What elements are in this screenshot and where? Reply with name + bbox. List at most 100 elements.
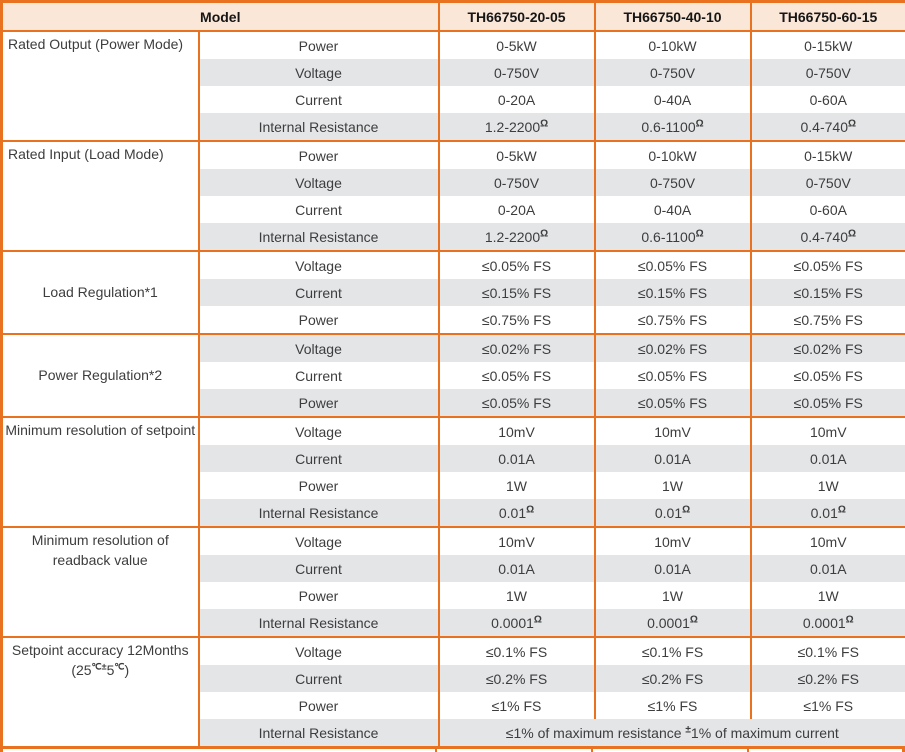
model-name-cell: TH66750-60-15 — [751, 2, 905, 32]
value-cell: ≤0.15% FS — [595, 279, 751, 306]
value-cell: 0-20A — [439, 196, 595, 223]
value-cell: 0.01A — [595, 445, 751, 472]
value-cell: ≤0.75% FS — [439, 306, 595, 334]
value-cell: 1W — [751, 472, 905, 499]
value-cell-ohm: 0.01Ω — [595, 499, 751, 527]
group-label-setpoint-accuracy: Setpoint accuracy 12Months (25℃±5℃) — [2, 637, 199, 748]
param-label: Voltage — [199, 59, 439, 86]
value-cell: 0-40A — [595, 196, 751, 223]
value-cell: 0-750V — [439, 169, 595, 196]
value-cell: 0-20A — [439, 86, 595, 113]
value-cell: ≤0.02% FS — [595, 334, 751, 362]
resistance-value: 0.01 — [655, 505, 682, 521]
value-cell: ≤0.2% FS — [595, 665, 751, 692]
value-cell: ≤0.1% FS — [439, 637, 595, 665]
model-name-cell: TH66750-40-10 — [595, 2, 751, 32]
param-label: Power — [199, 31, 439, 59]
ohm-superscript: Ω — [540, 118, 548, 129]
param-label: Current — [199, 555, 439, 582]
value-cell: 10mV — [595, 417, 751, 445]
accuracy-text: 1% of maximum current — [691, 725, 839, 741]
param-label: Internal Resistance — [199, 499, 439, 527]
ohm-superscript: Ω — [540, 228, 548, 239]
spec-row: Power Regulation*2 Voltage ≤0.02% FS ≤0.… — [2, 334, 905, 362]
value-cell: ≤1% FS — [595, 692, 751, 719]
ohm-superscript: Ω — [696, 228, 704, 239]
value-cell: 1W — [595, 472, 751, 499]
value-cell: ≤0.15% FS — [751, 279, 905, 306]
group-label-min-resolution-setpoint: Minimum resolution of setpoint — [2, 417, 199, 527]
ohm-superscript: Ω — [690, 614, 698, 625]
spec-row: Load Regulation*1 Voltage ≤0.05% FS ≤0.0… — [2, 251, 905, 279]
param-label: Voltage — [199, 334, 439, 362]
ohm-superscript: Ω — [838, 504, 846, 515]
resistance-value: 0.0001 — [647, 615, 690, 631]
value-cell: 0-60A — [751, 86, 905, 113]
resistance-value: 1.2-2200 — [485, 229, 540, 245]
celsius-superscript: ℃± — [92, 662, 107, 672]
value-cell: 0-750V — [595, 169, 751, 196]
value-cell-ohm: 0.4-740Ω — [751, 223, 905, 251]
value-cell: ≤0.02% FS — [751, 334, 905, 362]
group-label-min-resolution-readback: Minimum resolution of readback value — [2, 527, 199, 637]
value-cell-ohm: 0.6-1100Ω — [595, 223, 751, 251]
value-cell: ≤0.05% FS — [751, 389, 905, 417]
value-cell: 0-60A — [751, 196, 905, 223]
value-cell: ≤0.1% FS — [751, 637, 905, 665]
value-cell: 0-10kW — [595, 141, 751, 169]
value-cell-ohm: 0.6-1100Ω — [595, 113, 751, 141]
spec-row: Rated Output (Power Mode) Power 0-5kW 0-… — [2, 31, 905, 59]
value-cell: ≤0.05% FS — [751, 362, 905, 389]
value-cell-ohm: 0.0001Ω — [751, 609, 905, 637]
value-cell: 10mV — [439, 527, 595, 555]
value-cell: 10mV — [751, 527, 905, 555]
resistance-value: 0.4-740 — [801, 119, 848, 135]
resistance-value: 0.01 — [499, 505, 526, 521]
header-row: Model TH66750-20-05 TH66750-40-10 TH6675… — [2, 2, 905, 32]
param-label: Power — [199, 389, 439, 417]
param-label: Current — [199, 362, 439, 389]
param-label: Voltage — [199, 527, 439, 555]
value-cell: 0.01A — [751, 445, 905, 472]
value-cell: 0-40A — [595, 86, 751, 113]
value-cell-ohm: 1.2-2200Ω — [439, 223, 595, 251]
ohm-superscript: Ω — [534, 614, 542, 625]
value-cell: 0.01A — [439, 555, 595, 582]
param-label: Power — [199, 472, 439, 499]
value-cell: 0.01A — [439, 445, 595, 472]
param-label: Power — [199, 306, 439, 334]
param-label: Current — [199, 279, 439, 306]
resistance-value: 0.6-1100 — [641, 229, 695, 245]
label-text: ) — [125, 662, 130, 678]
param-label: Current — [199, 665, 439, 692]
value-cell: ≤0.05% FS — [595, 251, 751, 279]
value-cell-ohm: 0.4-740Ω — [751, 113, 905, 141]
resistance-value: 0.4-740 — [801, 229, 848, 245]
group-label-line2: (25℃±5℃) — [5, 660, 196, 680]
value-cell: ≤0.05% FS — [595, 389, 751, 417]
value-cell: 0-5kW — [439, 31, 595, 59]
ohm-superscript: Ω — [696, 118, 704, 129]
value-cell: 1W — [595, 582, 751, 609]
value-cell: 0-750V — [439, 59, 595, 86]
ohm-superscript: Ω — [846, 614, 854, 625]
value-cell-ohm: 1.2-2200Ω — [439, 113, 595, 141]
value-cell: 10mV — [595, 527, 751, 555]
param-label: Power — [199, 582, 439, 609]
spec-row: Rated Input (Load Mode) Power 0-5kW 0-10… — [2, 141, 905, 169]
value-cell: 0-10kW — [595, 31, 751, 59]
value-cell: 0-5kW — [439, 141, 595, 169]
value-cell: ≤0.1% FS — [595, 637, 751, 665]
param-label: Current — [199, 445, 439, 472]
value-cell: ≤1% FS — [751, 692, 905, 719]
ohm-superscript: Ω — [682, 504, 690, 515]
value-cell: ≤1% FS — [439, 692, 595, 719]
value-cell: ≤0.02% FS — [439, 334, 595, 362]
value-cell: ≤0.2% FS — [439, 665, 595, 692]
value-cell-ohm: 0.01Ω — [439, 499, 595, 527]
value-cell-ohm: 0.0001Ω — [439, 609, 595, 637]
group-label-power-regulation: Power Regulation*2 — [2, 334, 199, 417]
spec-row: Minimum resolution of setpoint Voltage 1… — [2, 417, 905, 445]
value-cell: ≤0.05% FS — [439, 362, 595, 389]
value-cell: ≤0.75% FS — [751, 306, 905, 334]
